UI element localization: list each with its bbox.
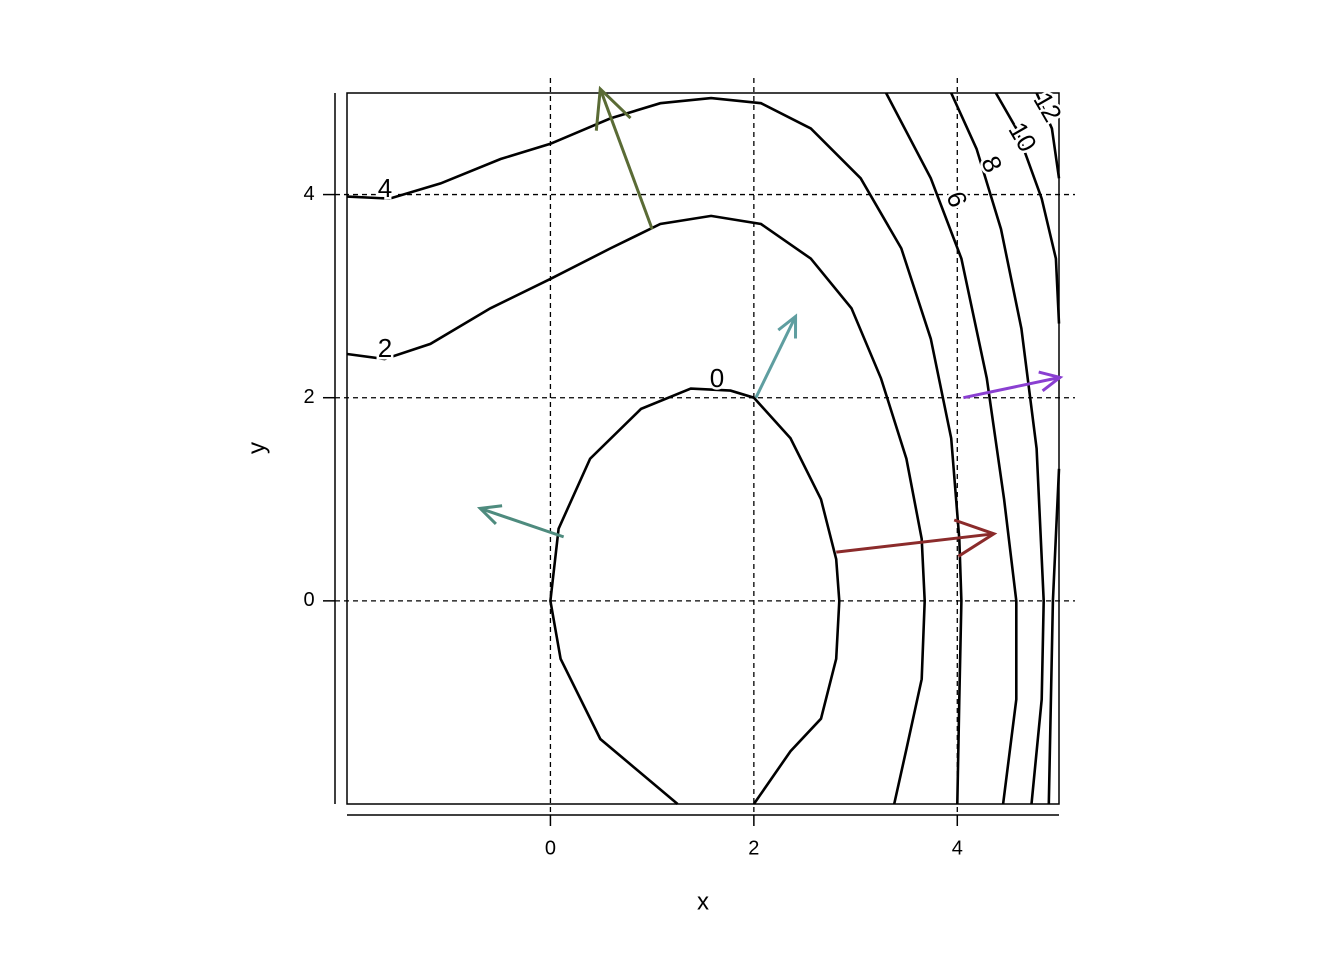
plot-frame (346, 92, 1060, 805)
contour-label: 8 (975, 151, 1008, 177)
arrow-shaft (836, 532, 995, 554)
arrow-head (777, 313, 798, 339)
contour-label: 4 (378, 173, 392, 203)
contour-label: 0 (710, 363, 724, 393)
contour-label: 10 (1003, 117, 1043, 157)
x-tick-label: 2 (748, 837, 759, 859)
arrow-shaft (963, 375, 1061, 400)
y-tick-label: 4 (303, 183, 314, 205)
contour-line (884, 92, 1018, 805)
contour-line (950, 92, 1046, 805)
contour-line (1035, 92, 1061, 179)
arrow-head (1038, 370, 1064, 392)
contour-line (994, 92, 1061, 805)
x-axis-label: x (697, 888, 709, 915)
arrow-shaft (754, 315, 797, 399)
arrow-shaft (479, 507, 565, 539)
y-tick-label: 2 (303, 386, 314, 408)
contour-line (346, 214, 927, 805)
x-tick-label: 4 (952, 837, 963, 859)
arrow-head (594, 85, 632, 131)
arrow-head (476, 504, 503, 525)
contour-line (549, 387, 841, 805)
contour-line (346, 96, 963, 805)
contour-label: 2 (378, 333, 392, 363)
y-axis-label: y (243, 442, 270, 454)
x-tick-label: 0 (545, 837, 556, 859)
y-tick-label: 0 (303, 589, 314, 611)
arrow-head (953, 518, 998, 558)
arrow-shaft (598, 88, 654, 230)
